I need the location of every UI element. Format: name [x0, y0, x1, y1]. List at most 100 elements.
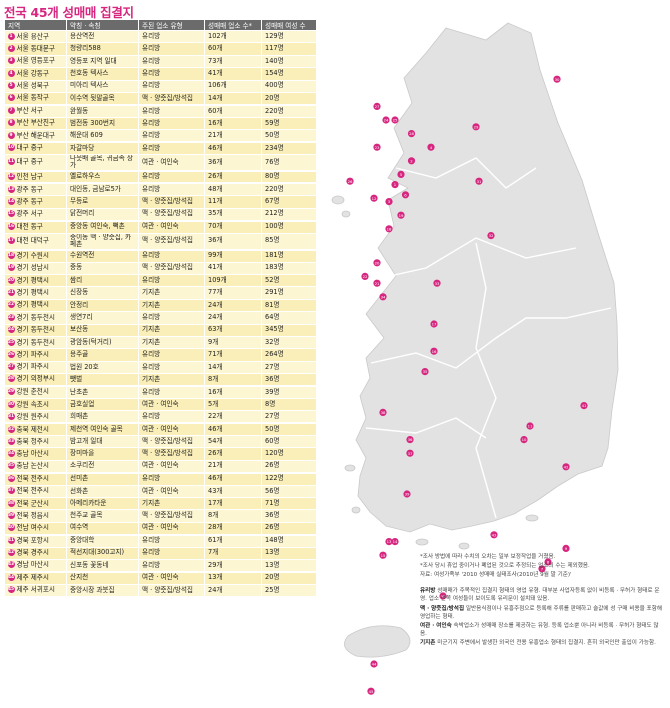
cell-nickname: 뺏벌 — [66, 373, 139, 387]
table-row: 19 경기 성남시 중동 맥 · 양줏집/방석집 41개 183명 — [4, 262, 317, 275]
marker-number: 3 — [388, 199, 391, 204]
marker-number: 31 — [477, 179, 482, 184]
cell-region: 35 충남 논산시 — [4, 460, 67, 474]
cell-nickname: 이수역 뒷말골목 — [66, 92, 139, 106]
cell-region: 26 경기 파주시 — [4, 348, 67, 362]
marker-dot — [421, 368, 429, 376]
table-row: 4 서울 강동구 천호동 텍사스 유리방 41개 154명 — [4, 67, 317, 81]
note-line: *조사 방법에 따라 수치의 오차는 일부 보정작업을 거쳤음. — [420, 554, 556, 560]
table-row: 26 경기 파주시 용주골 유리방 71개 264명 — [4, 348, 317, 362]
cell-type: 유리방 — [138, 129, 205, 143]
cell-women-count: 25명 — [261, 584, 317, 598]
header-nickname: 약칭 · 속칭 — [66, 19, 139, 31]
map-marker: 34 — [379, 293, 387, 301]
marker-number: 7 — [541, 566, 544, 571]
row-number-badge: 21 — [7, 289, 15, 296]
cell-region: 42 경북 경주시 — [4, 547, 67, 560]
cell-venue-count: 48개 — [204, 182, 262, 197]
map-marker: 7 — [538, 565, 546, 573]
marker-number: 9 — [565, 546, 568, 551]
map-marker: 33 — [433, 279, 441, 287]
cell-nickname: 해운대 609 — [66, 129, 139, 143]
cell-type: 맥 · 양줏집/방석집 — [138, 509, 205, 523]
cell-nickname: 금호실업 — [66, 398, 139, 412]
cell-region: 1 서울 용산구 — [4, 30, 67, 44]
marker-number: 37 — [408, 451, 413, 456]
land-shapes — [331, 22, 619, 658]
marker-number: 22 — [363, 274, 368, 279]
map-marker: 25 — [391, 116, 399, 124]
region-name: 경기 의정부시 — [16, 374, 56, 383]
cell-nickname: 청량리588 — [66, 42, 139, 56]
cell-women-count: 36명 — [261, 373, 317, 387]
cell-venue-count: 102개 — [204, 30, 262, 44]
marker-dot — [520, 436, 528, 444]
marker-dot — [385, 538, 393, 546]
island-shape — [344, 464, 356, 472]
cell-region: 41 경북 포항시 — [4, 533, 67, 548]
table-row: 45 제주 서귀포시 중앙시장 과붓집 맥 · 양줏집/방석집 24개 25명 — [4, 584, 317, 598]
table-row: 9 부산 해운대구 해운대 609 유리방 21개 50명 — [4, 129, 317, 143]
marker-number: 2 — [410, 158, 413, 163]
marker-dot — [427, 143, 435, 151]
cell-women-count: 50명 — [261, 129, 317, 143]
marker-number: 20 — [375, 260, 380, 265]
cell-venue-count: 71개 — [204, 348, 262, 362]
table-row: 30 강원 속초시 금호실업 여관 · 여인숙 5개 8명 — [4, 398, 317, 412]
region-name: 서울 용산구 — [16, 32, 49, 41]
cell-venue-count: 99개 — [204, 248, 262, 263]
cell-venue-count: 28개 — [204, 522, 262, 536]
island-shape — [331, 195, 345, 205]
cell-venue-count: 46개 — [204, 471, 262, 486]
region-name: 전북 전주시 — [16, 486, 49, 495]
cell-type: 유리방 — [138, 117, 205, 131]
table-row: 36 전북 전주시 선미촌 유리방 46개 122명 — [4, 471, 317, 486]
region-name: 전북 전주시 — [16, 474, 49, 483]
region-name: 경기 파주시 — [16, 362, 49, 371]
marker-number: 27 — [375, 104, 380, 109]
marker-dot — [472, 123, 480, 131]
marker-number: 24 — [384, 118, 389, 123]
row-number-badge: 2 — [7, 45, 15, 53]
cell-women-count: 36명 — [261, 509, 317, 523]
table-row: 38 전북 군산시 아메리카타운 기지촌 17개 71명 — [4, 497, 317, 511]
cell-women-count: 26명 — [261, 522, 317, 536]
table-row: 33 충북 청주시 밤고개 일대 맥 · 양줏집/방석집 54개 60명 — [4, 435, 317, 449]
definition-text: 일반음식점이나 유흥주점으로 등록해 주류를 판매하고 술값에 성 구매 비용을… — [420, 605, 662, 620]
cell-women-count: 85명 — [261, 233, 317, 251]
cell-women-count: 220명 — [261, 182, 317, 197]
cell-region: 28 경기 의정부시 — [4, 373, 67, 387]
map-marker: 16 — [430, 347, 438, 355]
row-number-badge: 29 — [7, 388, 15, 396]
cell-nickname: 무등로 — [66, 195, 139, 209]
cell-venue-count: 26개 — [204, 447, 262, 461]
cell-venue-count: 8개 — [204, 509, 262, 523]
map-marker: 2 — [407, 157, 416, 165]
marker-number: 38 — [381, 410, 386, 415]
marker-dot — [403, 490, 411, 498]
cell-nickname: 적선지대(300고지) — [66, 547, 139, 560]
row-number-badge: 20 — [7, 276, 15, 284]
cell-type: 여관 · 여인숙 — [138, 485, 205, 499]
row-number-badge: 33 — [7, 437, 15, 445]
cell-nickname: 난초촌 — [66, 384, 139, 399]
map-marker: 31 — [475, 177, 483, 185]
cell-type: 맥 · 양줏집/방석집 — [138, 92, 205, 106]
marker-dot — [433, 279, 441, 287]
header-women-count: 성매매 여성 수 — [261, 19, 317, 31]
definition-item: 여관 · 여인숙 숙박업소가 성매매 장소를 제공하는 유형. 등록 업소뿐 아… — [420, 622, 665, 638]
map-marker: 4 — [427, 143, 435, 151]
cell-venue-count: 5개 — [204, 398, 262, 412]
marker-number: 10 — [522, 437, 527, 442]
cell-region: 23 경기 동두천시 — [4, 311, 67, 325]
marker-dot — [379, 408, 387, 416]
cell-women-count: 181명 — [261, 248, 317, 263]
marker-dot — [385, 225, 393, 233]
cell-women-count: 32명 — [261, 336, 317, 350]
cell-type: 유리방 — [138, 410, 205, 424]
region-name: 부산 부산진구 — [16, 118, 56, 127]
row-number-badge: 24 — [7, 326, 15, 334]
cell-venue-count: 11개 — [204, 195, 262, 209]
